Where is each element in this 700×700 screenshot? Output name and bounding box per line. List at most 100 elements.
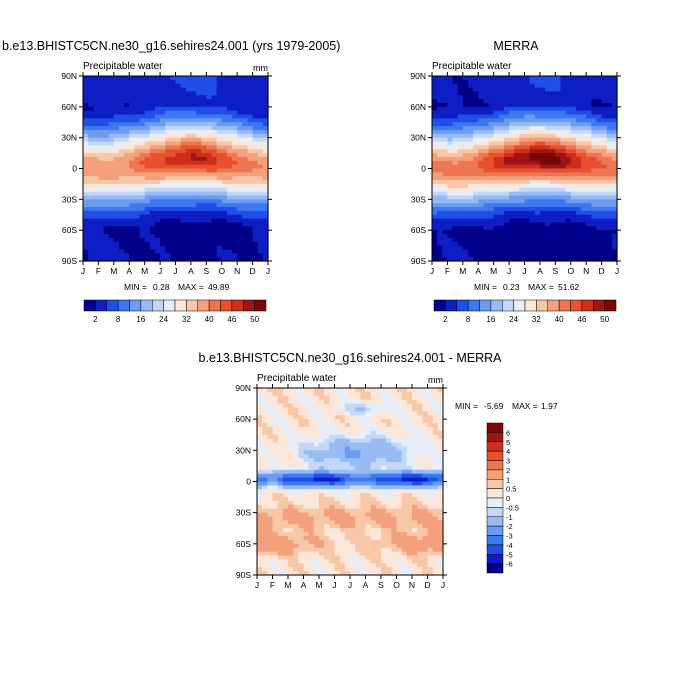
heatmap-cell <box>272 415 279 420</box>
heatmap-cell <box>545 176 551 181</box>
heatmap-cell <box>103 210 110 216</box>
heatmap-cell <box>247 187 254 193</box>
heatmap-cell <box>457 210 464 216</box>
heatmap-cell <box>180 207 187 212</box>
heatmap-cell <box>350 485 356 490</box>
heatmap-cell <box>457 172 464 177</box>
heatmap-cell <box>108 214 115 220</box>
heatmap-cell <box>519 102 526 108</box>
heatmap-cell <box>417 497 423 502</box>
heatmap-cell <box>534 245 541 251</box>
heatmap-cell <box>462 129 469 135</box>
heatmap-cell <box>442 241 449 247</box>
heatmap-cell <box>232 145 238 150</box>
heatmap-cell <box>350 528 356 533</box>
heatmap-cell <box>118 203 125 208</box>
heatmap-cell <box>596 245 603 251</box>
heatmap-cell <box>180 145 187 150</box>
heatmap-cell <box>570 114 577 119</box>
heatmap-cell <box>452 133 459 139</box>
heatmap-cell <box>88 187 94 193</box>
heatmap-cell <box>216 91 223 96</box>
heatmap-cell <box>437 512 444 518</box>
heatmap-cell <box>581 76 587 81</box>
heatmap-cell <box>282 395 289 401</box>
heatmap-cell <box>539 195 546 200</box>
heatmap-cell <box>226 245 233 251</box>
colorbar-box <box>220 299 233 312</box>
heatmap-cell <box>442 156 449 162</box>
heatmap-cell <box>355 524 361 529</box>
heatmap-cell <box>391 489 398 494</box>
heatmap-cell <box>185 199 192 204</box>
heatmap-cell <box>211 199 218 204</box>
heatmap-cell <box>313 497 320 502</box>
heatmap-cell <box>570 95 577 100</box>
heatmap-cell <box>545 187 551 193</box>
heatmap-cell <box>550 153 556 158</box>
heatmap-cell <box>324 458 330 463</box>
heatmap-cell <box>493 83 500 89</box>
heatmap-cell <box>555 253 562 258</box>
heatmap-cell <box>165 79 171 85</box>
colorbar-tick-label: 2 <box>93 315 98 324</box>
heatmap-cell <box>175 249 182 254</box>
heatmap-cell <box>190 187 197 193</box>
heatmap-cell <box>437 249 443 254</box>
heatmap-cell <box>170 76 177 81</box>
heatmap-cell <box>591 257 598 262</box>
heatmap-cell <box>539 160 546 166</box>
heatmap-cell <box>534 249 541 254</box>
heatmap-cell <box>473 249 479 254</box>
heatmap-cell <box>391 512 398 518</box>
heatmap-cell <box>272 442 279 448</box>
heatmap-cell <box>226 230 233 235</box>
heatmap-cell <box>201 164 207 170</box>
heatmap-cell <box>462 91 469 96</box>
heatmap-cell <box>422 391 429 397</box>
heatmap-cell <box>293 469 299 475</box>
heatmap-cell <box>478 149 484 154</box>
heatmap-cell <box>334 395 341 401</box>
heatmap-cell <box>442 187 449 193</box>
heatmap-cell <box>185 168 192 173</box>
heatmap-cell <box>237 183 243 189</box>
heatmap-cell <box>262 249 269 254</box>
heatmap-cell <box>190 95 197 100</box>
heatmap-cell <box>396 508 403 514</box>
heatmap-cell <box>113 172 120 177</box>
heatmap-cell <box>462 164 469 170</box>
heatmap-cell <box>509 129 515 135</box>
heatmap-cell <box>462 176 469 181</box>
heatmap-cell <box>108 129 115 135</box>
heatmap-cell <box>113 183 120 189</box>
heatmap-cell <box>329 438 336 444</box>
heatmap-cell <box>432 504 439 510</box>
heatmap-cell <box>437 83 443 89</box>
heatmap-cell <box>344 469 351 475</box>
heatmap-cell <box>529 76 536 81</box>
heatmap-cell <box>170 141 177 146</box>
heatmap-cell <box>339 528 346 533</box>
heatmap-cell <box>247 114 254 119</box>
heatmap-cell <box>575 253 582 258</box>
heatmap-cell <box>365 446 372 451</box>
heatmap-cell <box>257 222 264 227</box>
heatmap-cell <box>262 230 269 235</box>
heatmap-cell <box>545 141 551 146</box>
heatmap-cell <box>247 164 254 170</box>
heatmap-cell <box>412 497 418 502</box>
heatmap-cell <box>381 419 387 424</box>
heatmap-cell <box>262 122 269 127</box>
heatmap-cell <box>247 149 254 154</box>
heatmap-cell <box>534 118 541 123</box>
heatmap-cell <box>412 450 418 455</box>
heatmap-cell <box>467 218 474 224</box>
heatmap-cell <box>365 419 372 424</box>
heatmap-cell <box>134 207 141 212</box>
heatmap-cell <box>262 129 269 135</box>
colorbar-tick-label: 24 <box>159 315 168 324</box>
heatmap-cell <box>586 199 592 204</box>
heatmap-cell <box>596 87 603 93</box>
heatmap-cell <box>432 395 439 401</box>
